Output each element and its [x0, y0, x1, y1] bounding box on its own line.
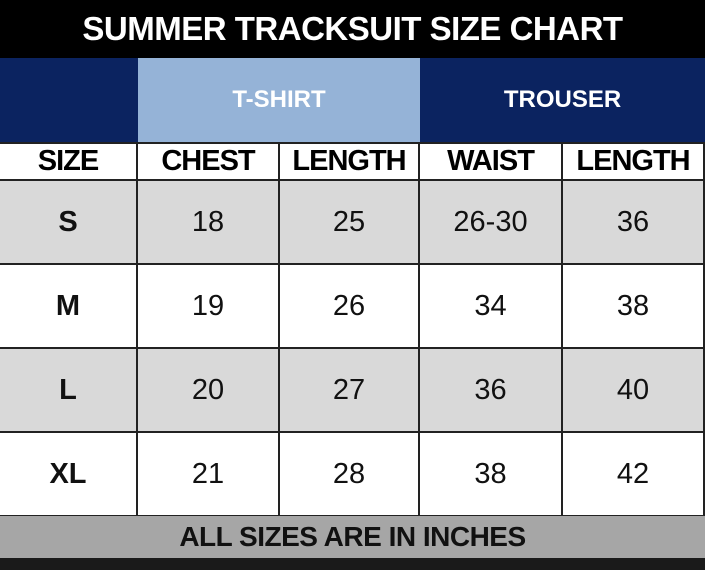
cell-trouser-length: 38 [563, 265, 705, 349]
cell-chest: 19 [138, 265, 280, 349]
column-header-chest: CHEST [138, 142, 280, 181]
cell-tshirt-length: 27 [280, 349, 420, 433]
cell-trouser-length: 42 [563, 433, 705, 517]
column-header-waist: WAIST [420, 142, 563, 181]
column-header-size: SIZE [0, 142, 138, 181]
cell-trouser-length: 40 [563, 349, 705, 433]
size-label: XL [0, 433, 138, 517]
group-header-tshirt: T-SHIRT [138, 58, 420, 142]
footer-note: ALL SIZES ARE IN INCHES [0, 516, 705, 558]
size-label: L [0, 349, 138, 433]
size-label: M [0, 265, 138, 349]
cell-waist: 34 [420, 265, 563, 349]
cell-waist: 38 [420, 433, 563, 517]
cell-waist: 26-30 [420, 181, 563, 265]
cell-waist: 36 [420, 349, 563, 433]
size-label: S [0, 181, 138, 265]
bottom-bar [0, 558, 705, 570]
cell-tshirt-length: 25 [280, 181, 420, 265]
cell-tshirt-length: 28 [280, 433, 420, 517]
chart-title: SUMMER TRACKSUIT SIZE CHART [0, 0, 705, 58]
group-header-trouser: TROUSER [420, 58, 705, 142]
cell-chest: 18 [138, 181, 280, 265]
column-header-tshirt-length: LENGTH [280, 142, 420, 181]
group-header-blank [0, 58, 138, 142]
cell-trouser-length: 36 [563, 181, 705, 265]
column-header-trouser-length: LENGTH [563, 142, 705, 181]
cell-tshirt-length: 26 [280, 265, 420, 349]
cell-chest: 21 [138, 433, 280, 517]
cell-chest: 20 [138, 349, 280, 433]
